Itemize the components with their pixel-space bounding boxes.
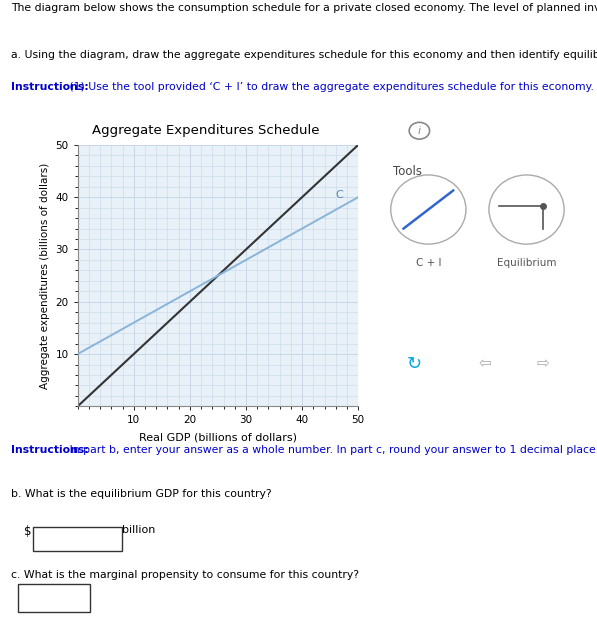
Text: C: C [336, 190, 343, 200]
Text: $: $ [24, 525, 32, 538]
X-axis label: Real GDP (billions of dollars): Real GDP (billions of dollars) [139, 432, 297, 442]
Y-axis label: Aggregate expenditures (billions of dollars): Aggregate expenditures (billions of doll… [40, 163, 50, 389]
Text: a. Using the diagram, draw the aggregate expenditures schedule for this economy : a. Using the diagram, draw the aggregate… [11, 50, 597, 60]
Text: (1) Use the tool provided ‘C + I’ to draw the aggregate expenditures schedule fo: (1) Use the tool provided ‘C + I’ to dra… [66, 82, 597, 92]
Text: In part b, enter your answer as a whole number. In part c, round your answer to : In part b, enter your answer as a whole … [66, 445, 597, 454]
Text: Aggregate Expenditures Schedule: Aggregate Expenditures Schedule [92, 123, 319, 137]
Text: The diagram below shows the consumption schedule for a private closed economy. T: The diagram below shows the consumption … [11, 3, 597, 13]
FancyBboxPatch shape [33, 527, 122, 551]
Text: ⇨: ⇨ [537, 357, 550, 371]
Text: Instructions:: Instructions: [11, 445, 88, 454]
Text: billion: billion [122, 525, 156, 535]
Text: c. What is the marginal propensity to consume for this country?: c. What is the marginal propensity to co… [11, 570, 359, 580]
Text: ⇦: ⇦ [478, 357, 491, 371]
Text: C + I: C + I [416, 258, 441, 268]
Text: ↻: ↻ [406, 355, 421, 373]
Text: Equilibrium: Equilibrium [497, 258, 556, 268]
Text: i: i [418, 126, 421, 135]
Text: Instructions:: Instructions: [11, 82, 88, 92]
FancyBboxPatch shape [18, 583, 90, 612]
Text: b. What is the equilibrium GDP for this country?: b. What is the equilibrium GDP for this … [11, 489, 272, 499]
Text: Tools: Tools [393, 165, 422, 178]
